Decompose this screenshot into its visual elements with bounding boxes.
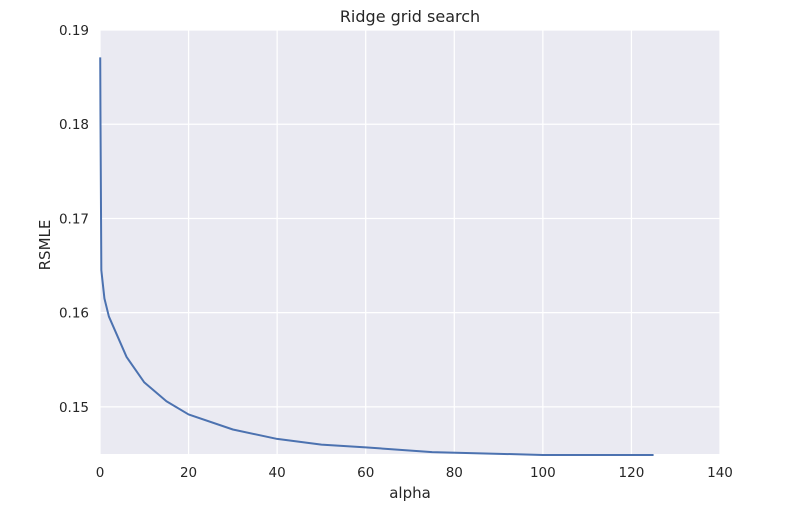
x-tick-label: 100 <box>530 465 556 481</box>
y-tick-label: 0.16 <box>59 306 89 322</box>
plot-area <box>100 30 720 454</box>
y-tick-label: 0.19 <box>59 23 89 39</box>
grid-lines <box>99 29 721 454</box>
chart-title: Ridge grid search <box>340 7 480 26</box>
y-tick-label: 0.18 <box>59 117 89 133</box>
x-axis-ticks: 0 20 40 60 80 100 120 140 <box>96 465 733 481</box>
series-layer <box>99 57 654 456</box>
y-axis-ticks: 0.15 0.16 0.17 0.18 0.19 <box>59 23 89 416</box>
x-tick-label: 40 <box>269 465 286 481</box>
y-tick-label: 0.17 <box>59 211 89 227</box>
y-tick-label: 0.15 <box>59 400 89 416</box>
y-axis-label: RSMLE <box>36 220 54 271</box>
x-tick-label: 120 <box>619 465 645 481</box>
x-tick-label: 140 <box>707 465 733 481</box>
x-tick-label: 80 <box>446 465 463 481</box>
x-tick-label: 60 <box>357 465 374 481</box>
x-tick-label: 0 <box>96 465 105 481</box>
series-line <box>99 57 654 456</box>
x-tick-label: 20 <box>180 465 197 481</box>
x-axis-label: alpha <box>389 484 431 502</box>
